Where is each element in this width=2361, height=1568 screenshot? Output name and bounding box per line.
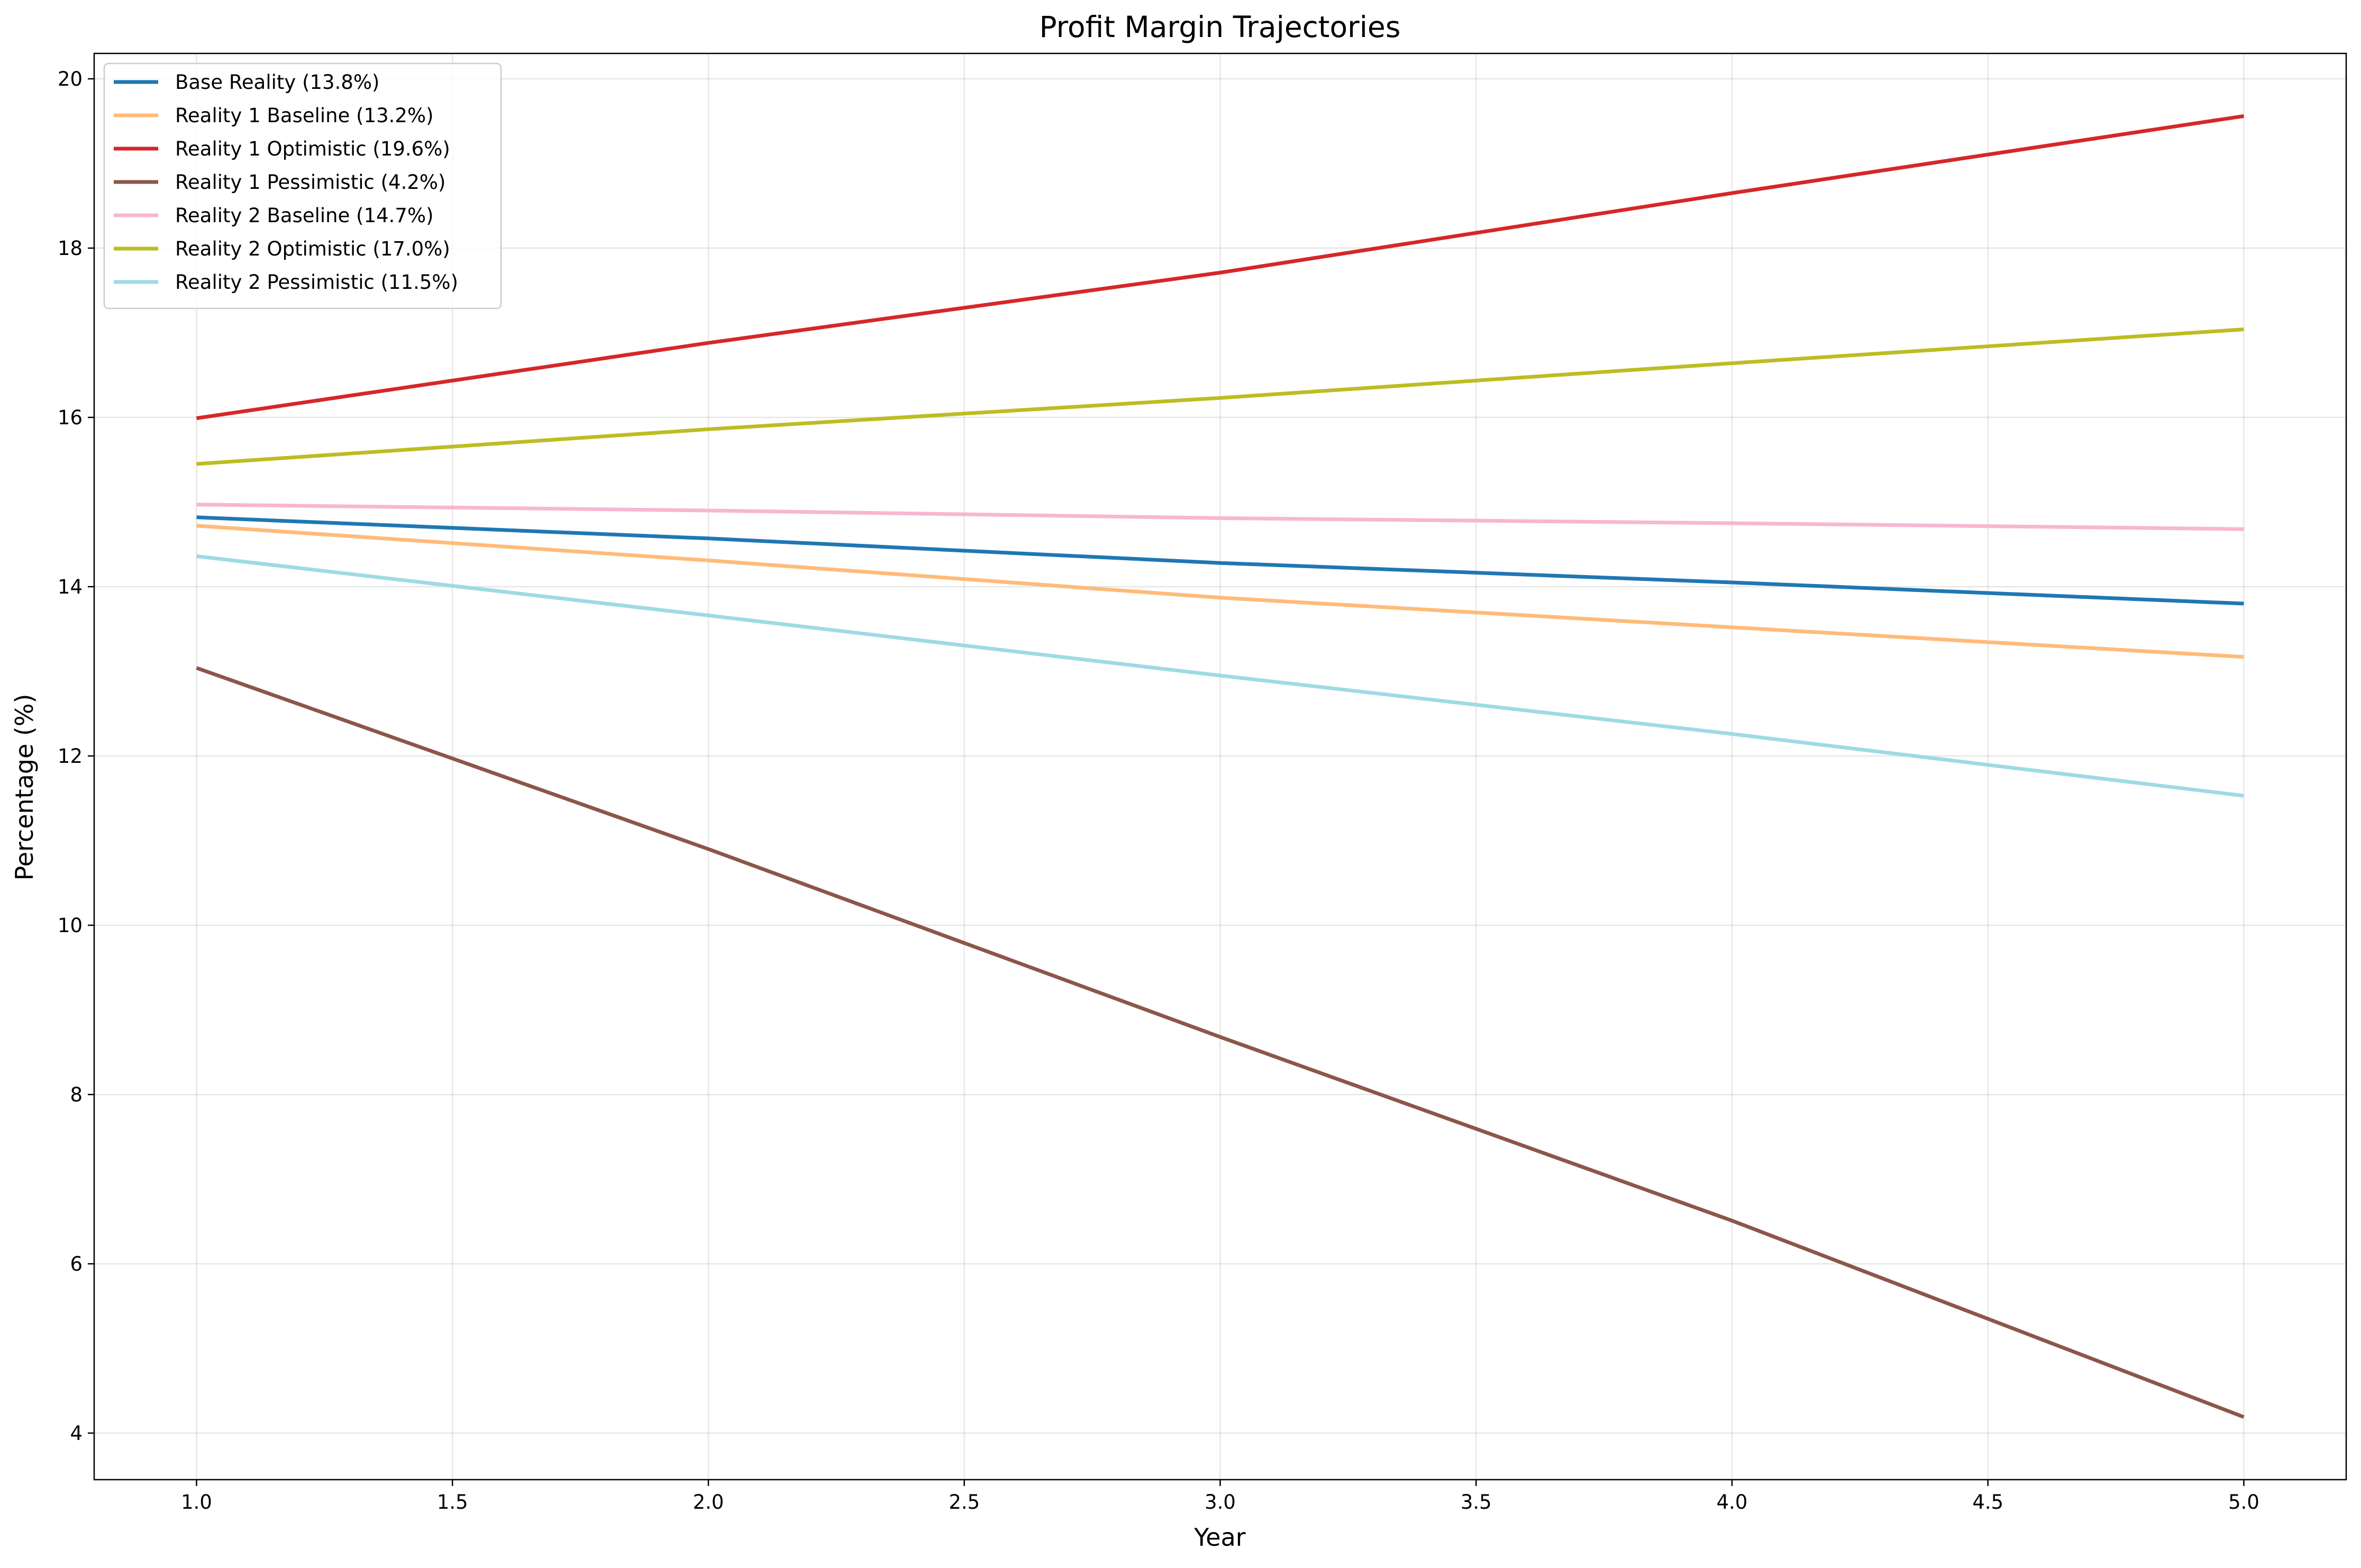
x-axis-ticks: 1.0 1.5 2.0 2.5 3.0 3.5 4.0 4.5 5.0 [181,1480,2259,1514]
y-axis-ticks: 4 6 8 10 12 14 16 18 20 [58,68,94,1445]
y-tick-label: 16 [58,406,83,429]
legend-box [103,62,502,309]
series-line-5 [196,327,2244,466]
y-axis-title: Percentage (%) [10,694,39,881]
y-tick-label: 4 [70,1422,83,1445]
x-tick-label: 3.0 [1205,1491,1236,1514]
series-line-1 [196,524,2244,659]
x-tick-label: 4.5 [1972,1491,2003,1514]
y-tick-label: 10 [58,914,83,937]
series-line-4 [196,503,2244,531]
y-tick-label: 20 [58,68,83,90]
y-tick-label: 6 [70,1253,83,1275]
legend-label: Reality 1 Baseline (13.2%) [175,104,434,127]
series-line-0 [196,515,2244,606]
x-axis-title: Year [1193,1523,1245,1552]
y-tick-label: 8 [70,1083,83,1106]
legend-label: Reality 1 Optimistic (19.6%) [175,138,450,160]
x-tick-label: 1.5 [437,1491,468,1514]
legend-label: Reality 2 Baseline (14.7%) [175,204,434,227]
series-lines [196,114,2245,1419]
x-tick-label: 3.5 [1461,1491,1492,1514]
x-tick-label: 1.0 [181,1491,212,1514]
legend-label: Base Reality (13.8%) [175,71,379,94]
x-tick-label: 2.0 [693,1491,724,1514]
legend: Base Reality (13.8%) Reality 1 Baseline (… [103,62,502,309]
y-tick-label: 18 [58,237,83,260]
y-tick-label: 14 [58,576,83,598]
grid-lines [94,53,2346,1480]
y-tick-label: 12 [58,745,83,768]
legend-label: Reality 1 Pessimistic (4.2%) [175,171,445,194]
x-tick-label: 2.5 [949,1491,980,1514]
legend-label: Reality 2 Optimistic (17.0%) [175,238,450,260]
series-line-6 [196,554,2244,798]
series-line-2 [196,114,2245,421]
series-line-3 [196,666,2245,1419]
x-tick-label: 5.0 [2228,1491,2259,1514]
legend-label: Reality 2 Pessimistic (11.5%) [175,271,458,294]
x-tick-label: 4.0 [1717,1491,1748,1514]
chart-title: Profit Margin Trajectories [1039,10,1400,44]
